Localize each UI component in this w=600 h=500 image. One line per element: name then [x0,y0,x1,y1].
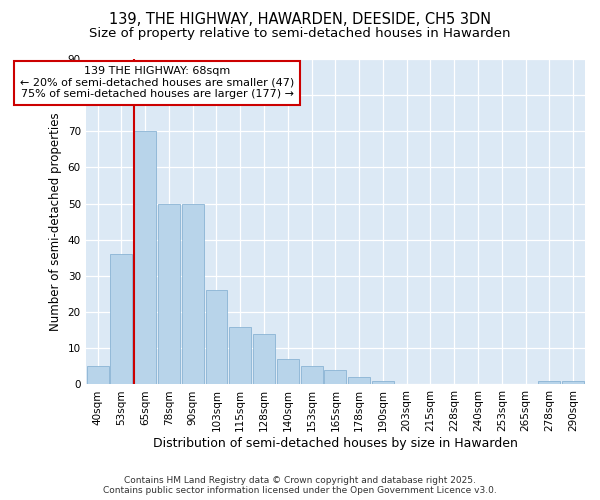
X-axis label: Distribution of semi-detached houses by size in Hawarden: Distribution of semi-detached houses by … [153,437,518,450]
Bar [301,366,323,384]
Bar [562,381,584,384]
Bar [277,359,299,384]
Bar [182,204,203,384]
Bar [134,132,156,384]
Bar [372,381,394,384]
Bar [538,381,560,384]
Bar [86,366,109,384]
Bar [253,334,275,384]
Bar [229,326,251,384]
Text: Contains HM Land Registry data © Crown copyright and database right 2025.
Contai: Contains HM Land Registry data © Crown c… [103,476,497,495]
Text: 139, THE HIGHWAY, HAWARDEN, DEESIDE, CH5 3DN: 139, THE HIGHWAY, HAWARDEN, DEESIDE, CH5… [109,12,491,28]
Bar [110,254,132,384]
Bar [348,377,370,384]
Bar [158,204,180,384]
Y-axis label: Number of semi-detached properties: Number of semi-detached properties [49,112,62,331]
Text: 139 THE HIGHWAY: 68sqm
← 20% of semi-detached houses are smaller (47)
75% of sem: 139 THE HIGHWAY: 68sqm ← 20% of semi-det… [20,66,294,100]
Bar [206,290,227,384]
Text: Size of property relative to semi-detached houses in Hawarden: Size of property relative to semi-detach… [89,28,511,40]
Bar [325,370,346,384]
